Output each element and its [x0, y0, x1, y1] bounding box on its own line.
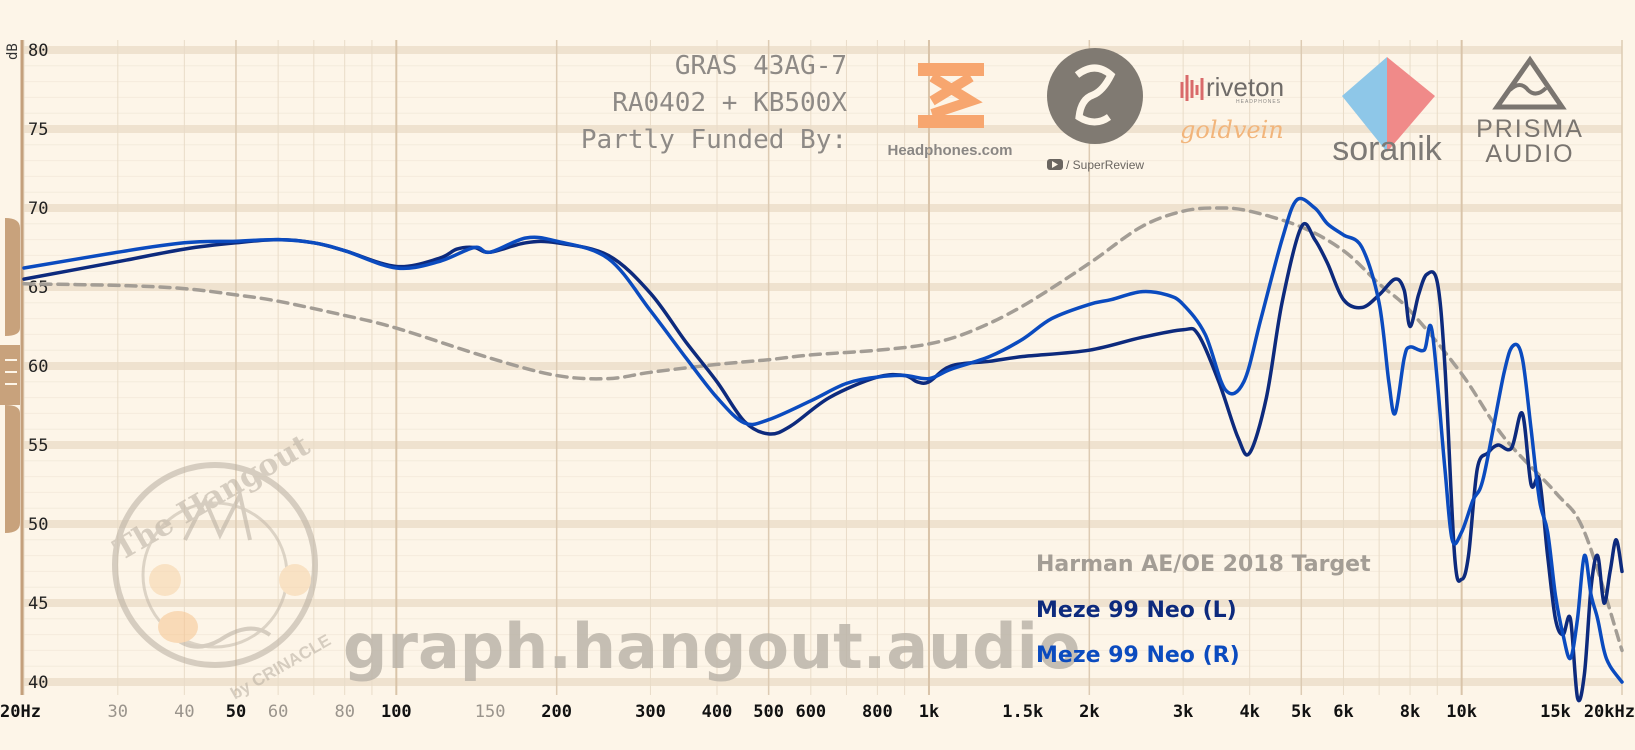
x-tick-label: 1.5k — [1002, 702, 1043, 722]
x-tick-label: 5k — [1291, 702, 1311, 722]
x-tick-label: 60 — [268, 702, 288, 722]
rig-line-2: RA0402 + KB500X — [612, 88, 847, 118]
grid-band-major — [24, 441, 1622, 449]
rig-line-1: GRAS 43AG-7 — [675, 51, 847, 81]
target-curve — [22, 206, 1624, 653]
x-tick-label: 20Hz — [0, 702, 41, 722]
grid-band-major — [24, 678, 1622, 686]
legend-target[interactable]: Harman AE/OE 2018 Target — [1036, 552, 1371, 577]
y-tick-label: 75 — [28, 120, 48, 140]
riveton-subtext: HEADPHONES — [1236, 99, 1281, 105]
x-tick-label: 8k — [1400, 702, 1420, 722]
y-tick-label: 60 — [28, 357, 48, 377]
legend-right[interactable]: Meze 99 Neo (R) — [1036, 643, 1240, 668]
funded-by-label: Partly Funded By: — [581, 125, 847, 155]
legend-left[interactable]: Meze 99 Neo (L) — [1036, 598, 1237, 623]
y-tick-label: 50 — [28, 515, 48, 535]
prisma-line-2: AUDIO — [1485, 140, 1574, 168]
x-tick-label: 15k — [1540, 702, 1571, 722]
prisma-audio-logo: PRISMA AUDIO — [1476, 55, 1584, 168]
x-tick-label: 600 — [795, 702, 826, 722]
riveton-text: riveton — [1206, 72, 1284, 102]
series-lines — [22, 196, 1624, 703]
y-tick-label: 40 — [28, 673, 48, 693]
x-tick-label: 150 — [475, 702, 506, 722]
x-tick-label: 2k — [1079, 702, 1099, 722]
y-tick-labels: 80 75 70 65 60 55 50 45 40 — [28, 41, 48, 693]
grid-band-major — [24, 283, 1622, 291]
grid-band-major — [24, 125, 1622, 133]
headphones-com-text: Headphones.com — [887, 142, 1012, 159]
riveton-logo: riveton HEADPHONES — [1180, 72, 1284, 105]
soranik-logo: soranik — [1332, 57, 1443, 168]
x-tick-label: 6k — [1333, 702, 1353, 722]
x-tick-label: 500 — [753, 702, 784, 722]
y-tick-label: 65 — [28, 278, 48, 298]
x-tick-label: 200 — [541, 702, 572, 722]
x-tick-label: 300 — [635, 702, 666, 722]
right-channel-curve — [22, 196, 1624, 684]
grid-band-major — [24, 204, 1622, 212]
y-tick-label: 80 — [28, 41, 48, 61]
x-tick-label: 80 — [334, 702, 354, 722]
legend: Harman AE/OE 2018 Target Meze 99 Neo (L)… — [1036, 552, 1371, 668]
y-tick-label: 45 — [28, 594, 48, 614]
y-axis-label: dB — [5, 43, 21, 60]
x-tick-labels: 20Hz 30 40 50 60 80 100 150 200 300 400 500 600 800 1k… — [0, 702, 1635, 722]
goldvein-logo: goldvein — [1180, 116, 1284, 144]
x-tick-label: 1k — [919, 702, 939, 722]
hangout-badge-logo: The Hangout by CRINACLE — [108, 428, 334, 704]
y-tick-label: 55 — [28, 436, 48, 456]
x-tick-label: 50 — [226, 702, 246, 722]
scroll-handle[interactable] — [0, 345, 20, 405]
grid-band-major — [24, 362, 1622, 370]
x-tick-label: 40 — [174, 702, 194, 722]
y-tick-label: 70 — [28, 199, 48, 219]
site-watermark: graph.hangout.audio — [343, 610, 1081, 683]
grid-band-major — [24, 599, 1622, 607]
left-channel-curve — [22, 221, 1624, 703]
x-tick-label: 30 — [108, 702, 128, 722]
x-tick-label: 3k — [1173, 702, 1193, 722]
x-tick-label: 800 — [862, 702, 893, 722]
grid-band-major — [24, 520, 1622, 528]
super-review-text: / SuperReview — [1066, 158, 1144, 172]
x-tick-label: 20kHz — [1584, 702, 1635, 722]
x-tick-label: 400 — [702, 702, 733, 722]
x-tick-label: 100 — [381, 702, 412, 722]
x-tick-label: 4k — [1239, 702, 1259, 722]
y-axis: dB — [0, 40, 24, 695]
grid-band-major — [24, 46, 1622, 54]
soranik-text: soranik — [1332, 130, 1443, 168]
prisma-line-1: PRISMA — [1476, 115, 1584, 143]
super-review-logo: / SuperReview — [1047, 48, 1144, 172]
headphones-com-logo: Headphones.com — [887, 63, 1013, 159]
x-tick-label: 10k — [1446, 702, 1477, 722]
volume-scroller[interactable] — [5, 218, 20, 336]
